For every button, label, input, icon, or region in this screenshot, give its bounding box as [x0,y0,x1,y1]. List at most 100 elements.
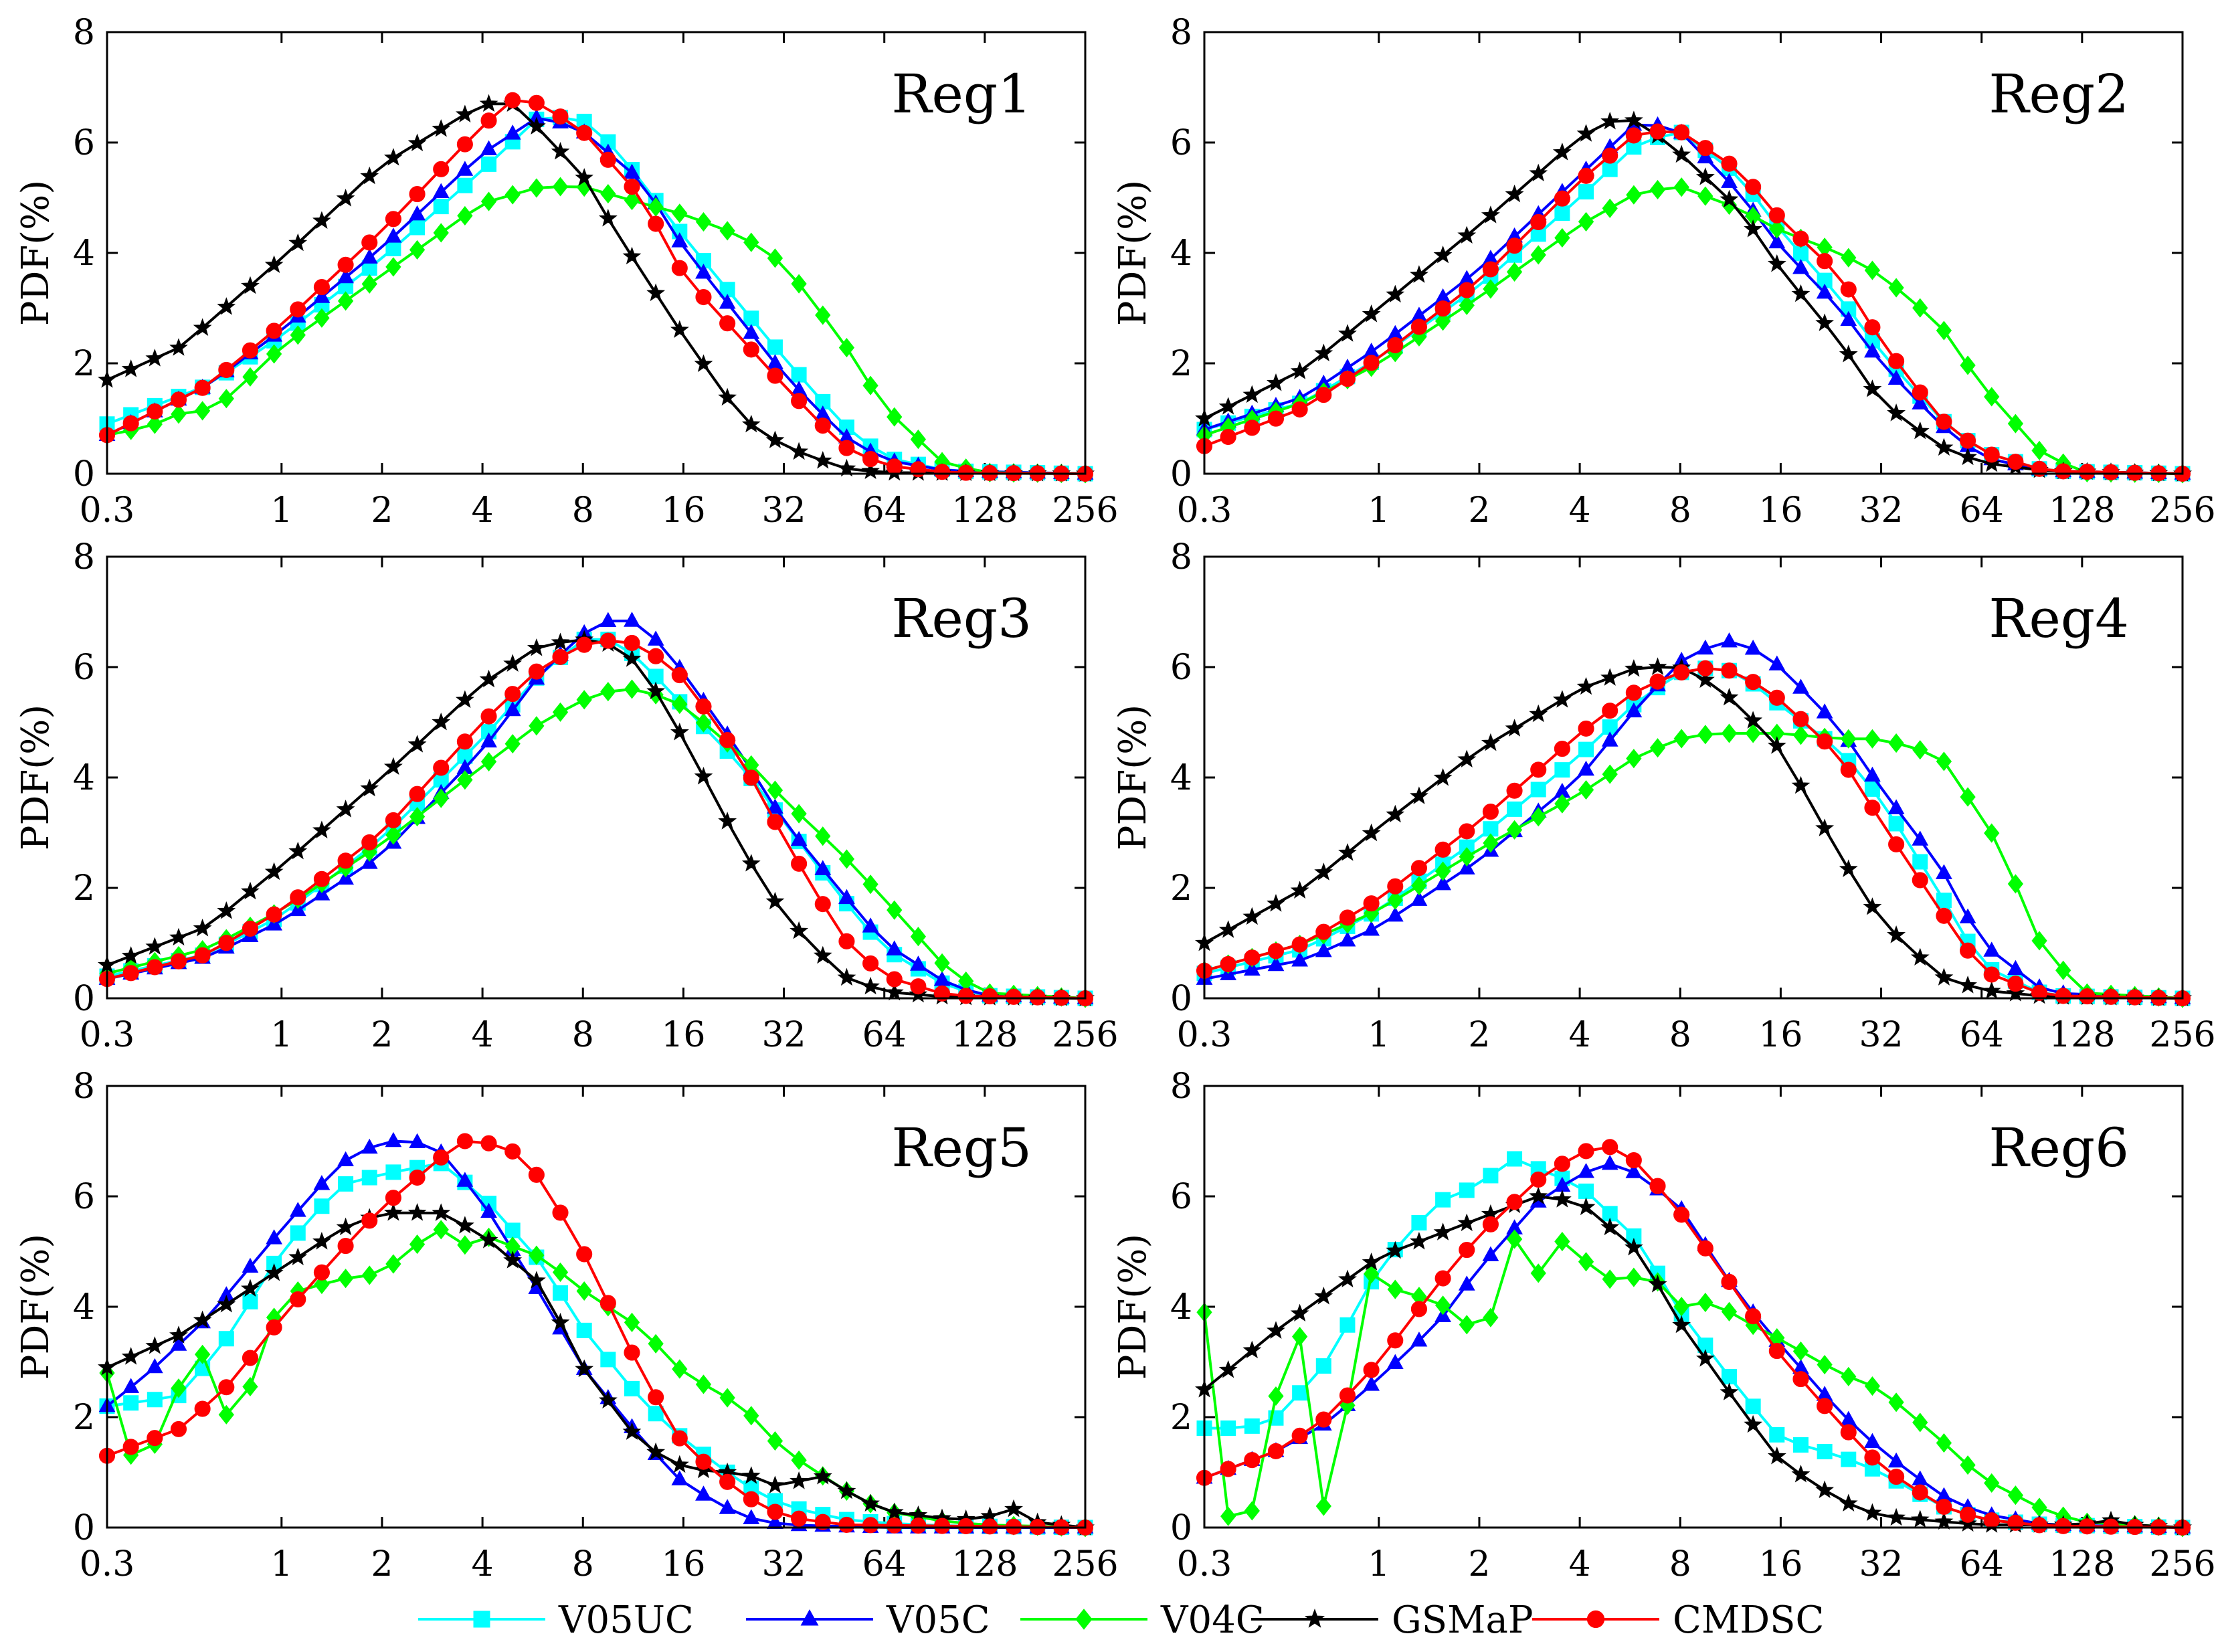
data-point [743,232,759,252]
data-point [624,1344,640,1361]
data-point [2055,988,2071,1004]
data-point [242,1376,258,1396]
data-point [741,1466,761,1484]
data-point [671,260,688,276]
data-point [551,142,570,160]
data-point [2102,988,2120,1005]
series-line [106,1162,1086,1529]
data-point [217,1295,236,1313]
data-point [1459,1315,1475,1335]
panel-title: Reg5 [891,1117,1032,1179]
data-point [1434,875,1451,891]
x-tick-label: 1 [270,1015,292,1055]
data-point [694,354,713,372]
data-point [671,232,688,248]
data-point [1936,414,1952,430]
data-point [1695,167,1715,185]
data-point [1410,1332,1428,1347]
data-point [957,988,974,1004]
x-tick-label: 4 [472,1544,494,1584]
data-point [862,875,878,895]
data-point [815,393,831,409]
data-point [1459,295,1475,315]
data-point [1243,960,1261,976]
y-tick-label: 0 [1170,979,1192,1019]
data-point [910,1518,927,1534]
data-point [385,825,401,845]
data-point [1554,205,1570,221]
y-tick-label: 8 [1170,1067,1192,1107]
data-point [1983,966,2000,983]
data-point [1910,421,1930,440]
data-point [1530,245,1546,265]
data-point [1720,687,1739,706]
data-point [767,248,783,268]
data-point [409,806,426,827]
data-point [147,403,163,420]
data-point [2006,984,2025,1002]
x-tick-label: 32 [1859,1544,1903,1584]
x-tick-label: 32 [761,1015,806,1055]
data-point [1791,1465,1811,1483]
data-point [407,1203,427,1221]
data-point [695,1453,712,1470]
data-point [1578,1143,1594,1160]
data-point [1220,1506,1236,1526]
legend-entry-gsmap: GSMaP [1251,1598,1534,1642]
data-point [1220,1461,1236,1477]
data-point [169,1325,188,1344]
data-point [529,1245,545,1265]
data-point [1218,920,1238,938]
data-point [1864,1433,1881,1449]
data-point [1362,823,1381,842]
data-point [1314,862,1333,881]
data-point [145,1336,165,1354]
data-point [1552,690,1572,708]
data-point [479,1230,498,1249]
data-point [767,1431,783,1451]
data-point [838,1516,855,1533]
y-axis-label: PDF(%) [1111,705,1155,850]
data-point [694,767,713,785]
data-point [361,1170,377,1186]
data-point [695,1485,712,1501]
data-point [1697,660,1714,676]
data-point [1530,213,1547,231]
data-point [1483,1168,1499,1184]
data-point [504,686,521,703]
x-tick-label: 256 [1052,1544,1118,1584]
series-line [106,185,1086,475]
data-point [1817,1354,1833,1375]
data-point [1745,1308,1762,1325]
data-point [385,227,402,243]
data-point [383,757,403,775]
data-point [1602,1206,1618,1222]
data-point [1697,639,1714,655]
series-line [1204,666,2183,1000]
data-point [1578,184,1594,200]
data-point [1863,897,1882,915]
data-point [409,786,426,802]
x-tick-label: 1 [270,490,292,531]
data-point [1434,311,1451,331]
data-point [1721,173,1738,188]
data-point [1984,1473,2000,1493]
data-point [1459,1241,1475,1259]
y-axis-label: PDF(%) [14,705,58,850]
data-point [1529,704,1548,723]
data-point [1934,1511,1954,1530]
data-point [767,1503,783,1520]
data-point [1578,167,1594,184]
data-point [837,1481,856,1499]
data-point [313,279,330,296]
data-point [1624,1237,1643,1256]
y-axis-label: PDF(%) [1111,1234,1155,1380]
data-point [266,344,282,364]
data-point [1626,1228,1642,1244]
data-point [672,203,688,223]
x-tick-label: 64 [1960,1544,2004,1584]
data-point [767,1513,783,1530]
data-point [622,649,642,667]
data-point [576,114,592,130]
data-point [576,1322,592,1338]
